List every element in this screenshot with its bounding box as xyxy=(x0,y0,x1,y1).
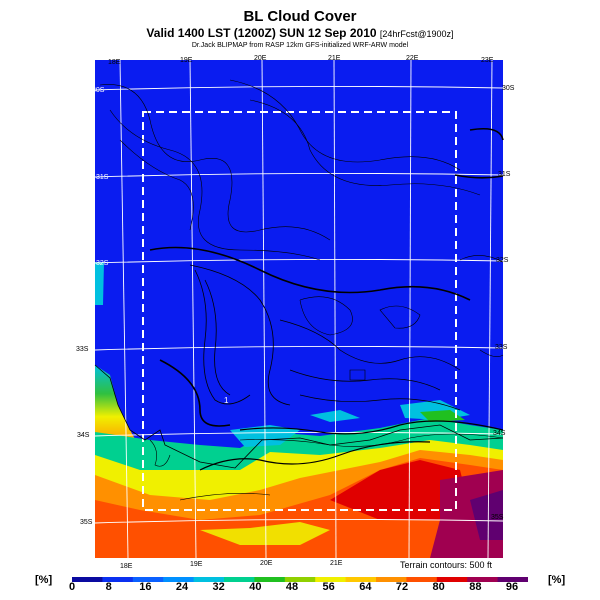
terrain-contour-note: Terrain contours: 500 ft xyxy=(400,560,493,570)
lat-label-left-33s: 33S xyxy=(76,346,89,353)
cloud-region-west-edge xyxy=(95,262,104,305)
colorbar-tick-label: 40 xyxy=(249,581,262,593)
colorbar-swatch xyxy=(497,577,528,582)
lat-label-right-33s: 33S xyxy=(495,344,508,351)
graticule xyxy=(94,59,504,559)
coastline xyxy=(94,364,504,469)
lon-label-top-23e: 23E xyxy=(481,57,494,64)
colorbar-tick-label: 96 xyxy=(505,581,519,593)
colorbar-swatch xyxy=(436,577,468,582)
model-credit: Dr.Jack BLIPMAP from RASP 12km GFS-initi… xyxy=(191,42,409,49)
colorbar-tick-label: 16 xyxy=(139,581,152,593)
valid-time-line: Valid 1400 LST (1200Z) SUN 12 Sep 2010 [… xyxy=(0,26,600,40)
lat-label-right-34s: 34S xyxy=(493,430,506,437)
lon-label-top-18e: 18E xyxy=(108,59,121,66)
colorbar-tick-label: 88 xyxy=(469,581,482,593)
colorbar-swatch xyxy=(284,577,316,582)
colorbar-tick-label: 8 xyxy=(105,581,112,593)
lon-label-top-20e: 20E xyxy=(254,55,267,62)
cloud-yellow-bottom xyxy=(200,522,330,545)
colorbar-tick-label: 80 xyxy=(432,581,445,593)
colorbar-swatch xyxy=(193,577,225,582)
colorbar-swatch xyxy=(224,577,255,582)
lon-label-bottom-18e: 18E xyxy=(120,563,133,570)
lat-label-right-31s: 31S xyxy=(498,171,511,178)
colorbar-swatch xyxy=(376,577,407,582)
cloud-green-patch-east xyxy=(420,410,465,422)
map-title: BL Cloud Cover xyxy=(243,8,357,25)
forecast-tag: [24hrFcst@1900z] xyxy=(379,29,454,39)
colorbar-swatch xyxy=(406,577,438,582)
legend-unit-left: [%] xyxy=(35,574,53,586)
colorbar-swatch xyxy=(163,577,195,582)
colorbar-swatch xyxy=(467,577,499,582)
colorbar-swatch xyxy=(132,577,164,582)
terrain-contours xyxy=(99,79,504,501)
lat-label-right-32s: 32S xyxy=(496,257,509,264)
lon-label-top-22e: 22E xyxy=(406,55,419,62)
lon-label-bottom-19e: 19E xyxy=(190,561,203,568)
inner-domain-boundary xyxy=(142,111,457,511)
lat-label-left-30s: 30S xyxy=(92,87,105,94)
colorbar-swatch xyxy=(102,577,134,582)
lat-label-right-30s: 30S xyxy=(502,85,515,92)
colorbar-tick-label: 24 xyxy=(175,581,189,593)
lat-label-left-32s: 32S xyxy=(96,260,109,267)
cloud-core-dark-red xyxy=(330,460,470,520)
lon-label-bottom-21e: 21E xyxy=(330,560,343,567)
point-marker-label: 1 xyxy=(224,396,229,405)
lon-label-bottom-20e: 20E xyxy=(260,560,273,567)
colorbar-tick-label: 48 xyxy=(285,581,299,593)
colorbar-swatch xyxy=(345,577,377,582)
lat-label-left-34s: 34S xyxy=(77,432,90,439)
colorbar xyxy=(72,577,528,582)
colorbar-swatch xyxy=(315,577,347,582)
colorbar-swatch xyxy=(72,577,103,582)
colorbar-tick-label: 56 xyxy=(322,581,335,593)
lat-label-left-35s: 35S xyxy=(80,519,93,526)
lon-label-top-19e: 19E xyxy=(180,57,193,64)
cloud-core-deep-purple xyxy=(470,490,503,540)
colorbar-swatch xyxy=(254,577,286,582)
colorbar-tick-label: 72 xyxy=(395,581,409,593)
valid-time: Valid 1400 LST (1200Z) SUN 12 Sep 2010 xyxy=(146,26,377,40)
colorbar-tick-label: 0 xyxy=(68,581,76,593)
legend-unit-right: [%] xyxy=(548,574,566,586)
lon-label-top-21e: 21E xyxy=(328,55,341,62)
lat-label-left-31s: 31S xyxy=(96,174,109,181)
colorbar-tick-label: 32 xyxy=(212,581,225,593)
lat-label-right-35s: 35S xyxy=(491,514,504,521)
colorbar-tick-label: 64 xyxy=(359,581,372,593)
